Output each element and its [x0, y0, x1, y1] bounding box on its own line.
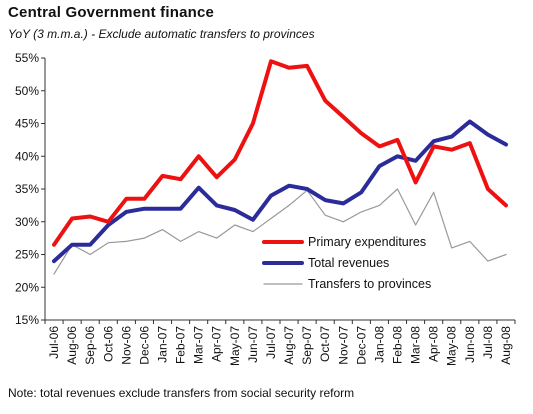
x-tick-label: Feb-07: [174, 326, 188, 364]
x-tick-label: Nov-07: [336, 326, 350, 365]
x-tick-label: Oct-06: [101, 326, 115, 362]
series-line-transfers-to-provinces: [53, 188, 507, 275]
series-line-total-revenues: [52, 119, 508, 264]
x-tick-label: Aug-06: [65, 326, 79, 365]
chart-title: Central Government finance: [8, 4, 215, 21]
x-tick-label: Sep-07: [300, 326, 314, 365]
x-tick-label: Feb-08: [391, 326, 405, 364]
legend-label: Transfers to provinces: [308, 277, 431, 291]
axes: 15% 20% 25% 30% 35% 40% 45% 50% 55% Jul-06 Aug-06 S…: [15, 51, 516, 366]
y-tick-label: 15%: [15, 313, 39, 327]
x-tick-label: May-08: [445, 326, 459, 366]
y-tick-label: 45%: [15, 117, 39, 131]
x-tick-label: Jul-07: [264, 326, 278, 359]
y-tick-label: 20%: [15, 280, 39, 294]
x-tick-label: Jul-06: [47, 326, 61, 359]
legend-label: Total revenues: [308, 256, 389, 270]
legend-label: Primary expenditures: [308, 235, 426, 249]
y-tick-label: 25%: [15, 248, 39, 262]
x-tick-label: Apr-07: [210, 326, 224, 362]
x-tick-label: Aug-07: [282, 326, 296, 365]
y-tick-label: 55%: [15, 51, 39, 65]
y-tick-label: 40%: [15, 149, 39, 163]
y-tick-label: 35%: [15, 182, 39, 196]
x-tick-label: May-07: [228, 326, 242, 366]
footnote: Note: total revenues exclude transfers f…: [8, 386, 355, 400]
x-tick-label: Mar-07: [192, 326, 206, 364]
x-tick-label: Jul-08: [481, 326, 495, 359]
x-tick-label: Nov-06: [119, 326, 133, 365]
chart-subtitle: YoY (3 m.m.a.) - Exclude automatic trans…: [8, 27, 315, 41]
series-group: [52, 59, 508, 275]
x-tick-label: Jan-07: [156, 326, 170, 363]
x-tick-label: Mar-08: [409, 326, 423, 364]
x-tick-label: Dec-07: [354, 326, 368, 365]
x-tick-label: Aug-08: [499, 326, 513, 365]
x-tick-label: Sep-06: [83, 326, 97, 365]
x-tick-label: Apr-08: [427, 326, 441, 362]
x-tick-label: Dec-06: [137, 326, 151, 365]
legend: Primary expenditures Total revenues Transf…: [262, 235, 431, 291]
series-line-primary-expenditures: [52, 59, 508, 247]
x-tick-label: Oct-07: [318, 326, 332, 362]
y-tick-label: 50%: [15, 84, 39, 98]
x-tick-label: Jun-07: [246, 326, 260, 363]
x-tick-label: Jun-08: [463, 326, 477, 363]
x-tick-label: Jan-08: [372, 326, 386, 363]
y-tick-label: 30%: [15, 215, 39, 229]
